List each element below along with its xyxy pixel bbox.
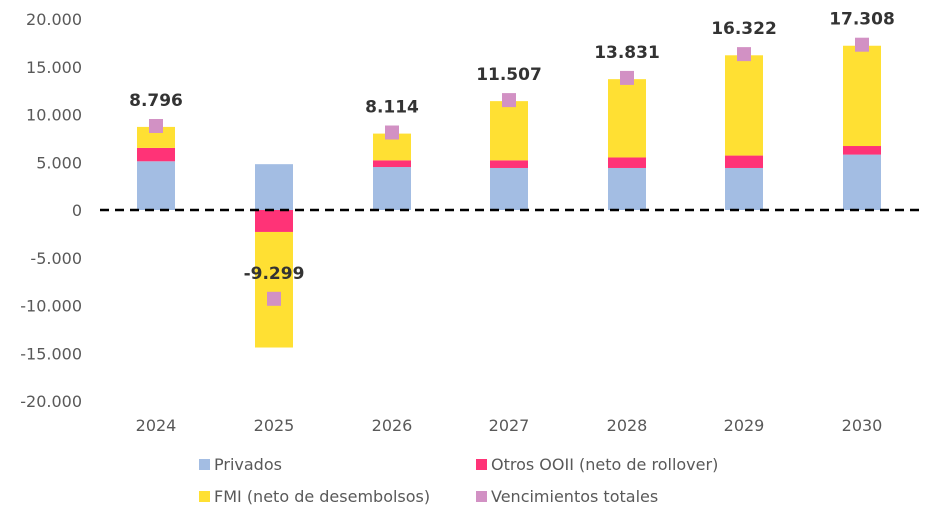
data-label: 16.322 xyxy=(711,19,777,39)
data-label: 8.796 xyxy=(129,91,183,111)
x-tick-label: 2028 xyxy=(607,416,648,435)
marker-total xyxy=(737,47,751,62)
legend-swatch xyxy=(476,491,487,502)
bar-segment-1 xyxy=(490,167,528,210)
y-tick-label: 15.000 xyxy=(26,58,82,77)
data-label: 17.308 xyxy=(829,10,895,30)
x-tick-label: 2027 xyxy=(489,416,530,435)
y-tick-label: 10.000 xyxy=(26,106,82,125)
y-axis-ticks: 20.000 15.000 10.000 5.000 0 -5.000 -10.000 -15… xyxy=(20,10,82,411)
marker-total xyxy=(149,118,163,133)
data-label: -9.299 xyxy=(244,264,305,284)
legend-label: FMI (neto de desembolsos) xyxy=(214,487,430,506)
bar-segment-1 xyxy=(725,167,763,210)
x-tick-label: 2029 xyxy=(724,416,765,435)
y-tick-label: -10.000 xyxy=(20,297,82,316)
bar-segment-2 xyxy=(725,155,763,168)
bar-segment-3 xyxy=(490,101,528,161)
y-tick-label: -5.000 xyxy=(30,249,82,268)
bar-segment-3 xyxy=(608,79,646,158)
bar-segment-3 xyxy=(843,45,881,147)
x-tick-label: 2024 xyxy=(136,416,177,435)
bar-segment-2 xyxy=(490,160,528,168)
data-label: 11.507 xyxy=(476,65,542,85)
data-label: 13.831 xyxy=(594,43,660,63)
marker-total xyxy=(855,37,869,52)
legend-swatch xyxy=(199,491,210,502)
legend: Privados Otros OOII (neto de rollover) FMI… xyxy=(199,455,718,506)
marker-total xyxy=(267,291,281,306)
bar-segment-3 xyxy=(137,126,175,148)
marker-total xyxy=(620,70,634,85)
legend-label: Otros OOII (neto de rollover) xyxy=(491,455,718,474)
bar-segment-1 xyxy=(137,161,175,210)
data-labels: 8.796 -9.299 8.114 11.507 13.831 16.322 17.308 xyxy=(129,10,895,284)
bar-segment-2 xyxy=(255,210,293,232)
bar-segment-1 xyxy=(373,167,411,210)
legend-label: Privados xyxy=(214,455,282,474)
y-tick-label: -20.000 xyxy=(20,392,82,411)
bar-segment-2 xyxy=(137,147,175,162)
data-label: 8.114 xyxy=(365,98,419,118)
bar-segment-2 xyxy=(843,146,881,155)
y-tick-label: 0 xyxy=(72,201,82,220)
marker-total xyxy=(385,125,399,140)
bar-segment-1 xyxy=(255,164,293,210)
bar-segment-1 xyxy=(843,154,881,210)
x-tick-label: 2025 xyxy=(254,416,295,435)
bars xyxy=(137,45,881,348)
bar-segment-1 xyxy=(608,167,646,210)
markers xyxy=(149,37,869,306)
x-tick-label: 2026 xyxy=(372,416,413,435)
bar-segment-2 xyxy=(373,160,411,168)
bar-segment-3 xyxy=(725,55,763,156)
x-axis-ticks: 2024 2025 2026 2027 2028 2029 2030 xyxy=(136,416,883,435)
y-tick-label: 5.000 xyxy=(36,153,82,172)
marker-total xyxy=(502,93,516,108)
legend-swatch xyxy=(199,459,210,470)
bar-segment-2 xyxy=(608,157,646,168)
legend-swatch xyxy=(476,459,487,470)
y-tick-label: 20.000 xyxy=(26,10,82,29)
legend-label: Vencimientos totales xyxy=(491,487,658,506)
bar-segment-3 xyxy=(255,231,293,348)
x-tick-label: 2030 xyxy=(842,416,883,435)
y-tick-label: -15.000 xyxy=(20,344,82,363)
